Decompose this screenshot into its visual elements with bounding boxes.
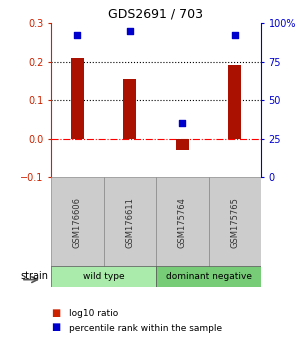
Text: log10 ratio: log10 ratio [69, 309, 118, 319]
Point [232, 33, 237, 38]
Text: strain: strain [20, 271, 48, 281]
Point [75, 33, 80, 38]
Bar [156, 177, 208, 267]
Point [180, 120, 185, 126]
Bar [103, 177, 156, 267]
Text: dominant negative: dominant negative [166, 272, 251, 281]
Text: ■: ■ [51, 322, 60, 332]
Bar [228, 65, 241, 138]
Bar [51, 177, 104, 267]
Bar [123, 79, 136, 138]
Text: ■: ■ [51, 308, 60, 318]
Bar [156, 266, 261, 287]
Bar [51, 266, 156, 287]
Bar [208, 177, 261, 267]
Text: wild type: wild type [83, 272, 124, 281]
Text: GSM175765: GSM175765 [230, 197, 239, 247]
Bar [176, 138, 189, 150]
Text: GSM175764: GSM175764 [178, 197, 187, 247]
Text: GSM176606: GSM176606 [73, 196, 82, 248]
Point [128, 28, 132, 34]
Text: GSM176611: GSM176611 [125, 197, 134, 247]
Bar [71, 58, 84, 138]
Title: GDS2691 / 703: GDS2691 / 703 [109, 7, 203, 21]
Text: percentile rank within the sample: percentile rank within the sample [69, 324, 222, 333]
